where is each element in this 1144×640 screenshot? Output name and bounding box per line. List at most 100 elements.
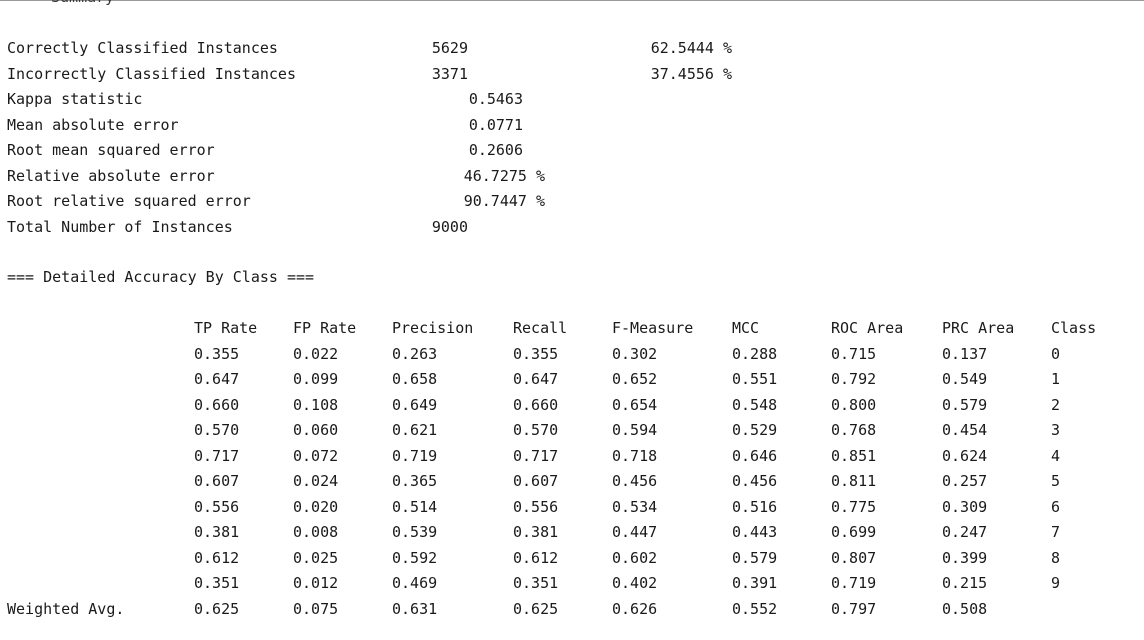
table-cell: 0.257 xyxy=(942,472,988,490)
weighted-avg-cell: 0.552 xyxy=(732,599,778,618)
summary-label: Total Number of Instances xyxy=(7,217,233,236)
summary-label: Root relative squared error xyxy=(7,192,251,210)
table-cell: 9 xyxy=(1051,574,1061,592)
summary-label: Incorrectly Classified Instances xyxy=(7,64,296,83)
column-header: FP Rate xyxy=(293,319,357,337)
table-cell: 0.612 xyxy=(513,548,559,567)
table-cell: 0.718 xyxy=(612,446,658,465)
table-cell: 0.288 xyxy=(732,344,778,363)
table-cell: 0.607 xyxy=(513,472,559,490)
table-cell: 0.137 xyxy=(942,344,988,363)
table-cell: 0.647 xyxy=(194,370,240,388)
table-cell: 0.351 xyxy=(513,574,559,592)
table-cell: 0.108 xyxy=(293,395,339,414)
table-cell: 1 xyxy=(1051,370,1061,388)
table-cell: 0.022 xyxy=(293,344,339,363)
table-cell: 3 xyxy=(1051,421,1061,439)
table-cell: 0.607 xyxy=(194,472,240,490)
summary-value: 9000 xyxy=(431,217,468,236)
table-cell: 0.247 xyxy=(942,523,988,541)
table-cell: 0.579 xyxy=(942,395,988,414)
table-cell: 0.399 xyxy=(942,548,988,567)
summary-label: Root mean squared error xyxy=(7,141,215,159)
table-cell: 4 xyxy=(1051,446,1061,465)
table-cell: 0.012 xyxy=(293,574,339,592)
summary-label: Correctly Classified Instances xyxy=(7,39,278,57)
weighted-avg-cell: 0.625 xyxy=(194,599,240,618)
table-cell: 0.456 xyxy=(732,472,778,490)
summary-label: Kappa statistic xyxy=(7,90,143,108)
summary-value: 5629 xyxy=(431,39,468,57)
table-cell: 0.551 xyxy=(732,370,778,388)
summary-label: Mean absolute error xyxy=(7,115,179,134)
table-cell: 0.800 xyxy=(831,395,877,414)
table-cell: 0.309 xyxy=(942,497,988,516)
table-cell: 5 xyxy=(1051,472,1061,490)
table-cell: 0.807 xyxy=(831,548,877,567)
table-cell: 0.402 xyxy=(612,574,658,592)
table-cell: 0.851 xyxy=(831,446,877,465)
weighted-avg-cell: 0.508 xyxy=(942,599,988,618)
summary-label: Relative absolute error xyxy=(7,166,215,185)
table-cell: 0.570 xyxy=(513,421,559,439)
column-header: Class xyxy=(1051,319,1097,337)
table-cell: 0.381 xyxy=(194,523,240,541)
table-cell: 0.534 xyxy=(612,497,658,516)
table-cell: 0.646 xyxy=(732,446,778,465)
table-cell: 0.621 xyxy=(392,421,438,439)
table-cell: 0.072 xyxy=(293,446,339,465)
table-cell: 0.660 xyxy=(513,395,559,414)
table-cell: 0.060 xyxy=(293,421,339,439)
summary-value: 0.2606 xyxy=(468,141,523,159)
table-cell: 0.024 xyxy=(293,472,339,490)
column-header: MCC xyxy=(732,319,760,337)
table-cell: 0.025 xyxy=(293,548,339,567)
table-cell: 0.719 xyxy=(392,446,438,465)
table-cell: 0.365 xyxy=(392,472,438,490)
window-top-border xyxy=(0,0,1144,1)
table-cell: 0.302 xyxy=(612,344,658,363)
table-cell: 0.539 xyxy=(392,523,438,541)
table-cell: 0.717 xyxy=(513,446,559,465)
table-cell: 0.647 xyxy=(513,370,559,388)
table-cell: 0.579 xyxy=(732,548,778,567)
table-cell: 0.447 xyxy=(612,523,658,541)
table-cell: 0.443 xyxy=(732,523,778,541)
table-cell: 0.652 xyxy=(612,370,658,388)
table-cell: 0.775 xyxy=(831,497,877,516)
summary-value: 90.7447 % xyxy=(463,192,545,210)
table-cell: 0.215 xyxy=(942,574,988,592)
table-cell: 0.099 xyxy=(293,370,339,388)
table-cell: 0.649 xyxy=(392,395,438,414)
table-cell: 0.719 xyxy=(831,574,877,592)
table-cell: 0.768 xyxy=(831,421,877,439)
weighted-avg-cell: 0.075 xyxy=(293,599,339,618)
table-cell: 0.654 xyxy=(612,395,658,414)
table-cell: 0.811 xyxy=(831,472,877,490)
table-cell: 0.516 xyxy=(732,497,778,516)
summary-percent: 62.5444 % xyxy=(650,39,732,57)
table-cell: 0.355 xyxy=(513,344,559,363)
table-cell: 0.020 xyxy=(293,497,339,516)
table-cell: 0.556 xyxy=(194,497,240,516)
weighted-avg-cell: 0.625 xyxy=(513,599,559,618)
table-cell: 0.355 xyxy=(194,344,240,363)
table-cell: 0.381 xyxy=(513,523,559,541)
table-cell: 0.548 xyxy=(732,395,778,414)
table-cell: 0.008 xyxy=(293,523,339,541)
table-cell: 0.556 xyxy=(513,497,559,516)
weighted-avg-cell: 0.797 xyxy=(831,599,877,618)
table-cell: 0.602 xyxy=(612,548,658,567)
table-cell: 0.792 xyxy=(831,370,877,388)
table-cell: 0.391 xyxy=(732,574,778,592)
table-cell: 0.715 xyxy=(831,344,877,363)
table-cell: 0.454 xyxy=(942,421,988,439)
table-cell: 0.594 xyxy=(612,421,658,439)
table-cell: 0.717 xyxy=(194,446,240,465)
summary-value: 46.7275 % xyxy=(463,166,545,185)
weighted-avg-cell: 0.631 xyxy=(392,599,438,618)
table-cell: 2 xyxy=(1051,395,1061,414)
table-cell: 0.592 xyxy=(392,548,438,567)
table-cell: 0.570 xyxy=(194,421,240,439)
